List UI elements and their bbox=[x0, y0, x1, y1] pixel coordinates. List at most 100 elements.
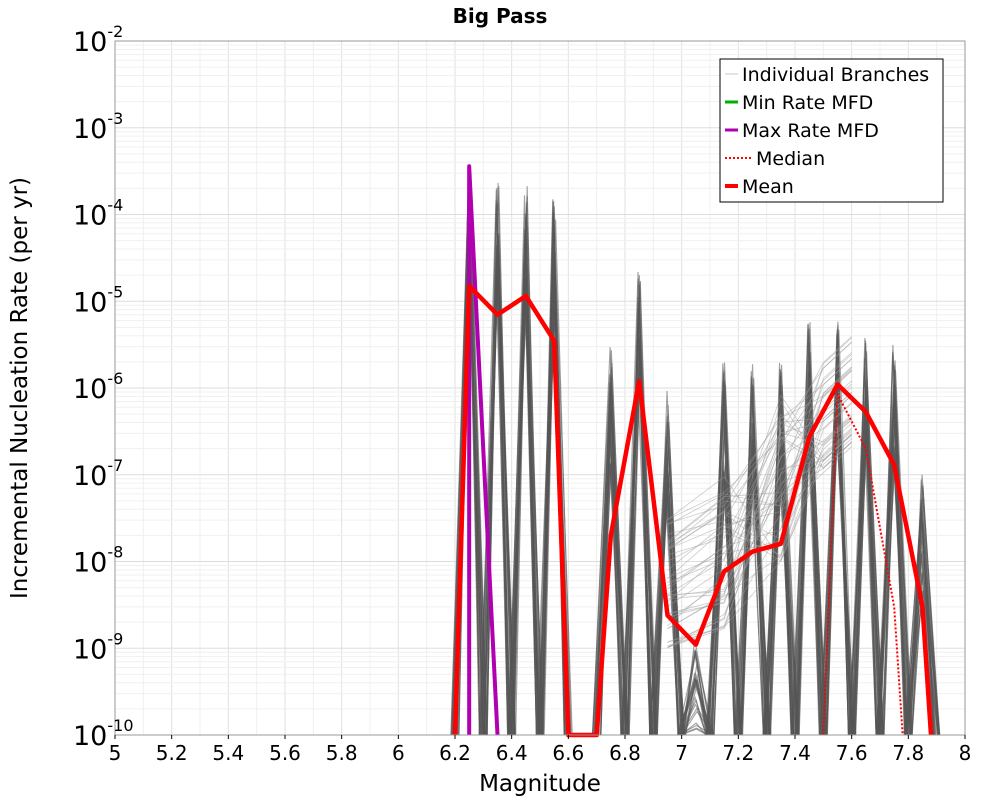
branch-line bbox=[740, 377, 770, 736]
branch-line bbox=[512, 186, 540, 736]
y-tick-exponent: -9 bbox=[107, 629, 123, 648]
branch-line bbox=[877, 402, 908, 736]
plot-frame bbox=[114, 40, 966, 736]
branch-line bbox=[677, 698, 708, 736]
branch-line bbox=[667, 367, 852, 562]
branch-line bbox=[795, 375, 827, 736]
legend: Individual Branches Min Rate MFD Max Rate … bbox=[719, 58, 944, 203]
branch-line bbox=[667, 416, 852, 526]
branch-line bbox=[667, 336, 852, 644]
x-tick-label: 5.6 bbox=[269, 741, 301, 765]
x-tick-label: 6.4 bbox=[496, 741, 528, 765]
branch-line bbox=[794, 401, 825, 736]
y-tick-exponent: -6 bbox=[107, 369, 123, 388]
x-tick-label: 5.8 bbox=[326, 741, 358, 765]
branch-line bbox=[667, 369, 852, 595]
branch-line bbox=[510, 278, 541, 736]
branch-line bbox=[667, 370, 852, 520]
branch-line bbox=[819, 329, 855, 736]
branch-line bbox=[909, 503, 935, 736]
branch-line bbox=[667, 354, 852, 600]
branch-line bbox=[667, 401, 852, 597]
legend-label: Median bbox=[756, 148, 825, 170]
legend-label: Min Rate MFD bbox=[742, 92, 873, 114]
chart-title: Big Pass bbox=[453, 4, 548, 28]
branch-line bbox=[627, 302, 651, 736]
branch-line bbox=[667, 438, 852, 618]
x-tick-label: 5.2 bbox=[156, 741, 188, 765]
legend-box bbox=[719, 58, 944, 203]
branch-line bbox=[667, 429, 852, 596]
branch-line bbox=[769, 448, 792, 736]
y-tick-exponent: -10 bbox=[107, 716, 133, 735]
branch-line bbox=[667, 427, 852, 571]
legend-label: Max Rate MFD bbox=[742, 120, 879, 142]
branch-line bbox=[594, 388, 627, 736]
branch-line bbox=[482, 296, 509, 736]
x-axis-label: Magnitude bbox=[479, 771, 601, 797]
branch-line bbox=[821, 416, 853, 736]
x-tick-label: 7.4 bbox=[779, 741, 811, 765]
branch-line bbox=[621, 281, 657, 736]
branch-line bbox=[765, 369, 799, 736]
y-tick-exponent: -8 bbox=[107, 543, 123, 562]
branch-line bbox=[667, 415, 852, 535]
x-tick-label: 5.4 bbox=[212, 741, 244, 765]
y-tick-exponent: -3 bbox=[107, 109, 123, 128]
y-tick-label: 10-4 bbox=[73, 196, 123, 232]
y-tick-exponent: -7 bbox=[107, 456, 123, 475]
branch-line bbox=[667, 446, 852, 550]
branch-line bbox=[764, 481, 800, 736]
branch-line bbox=[667, 414, 852, 524]
x-tick-label: 6.8 bbox=[609, 741, 641, 765]
y-tick-exponent: -5 bbox=[107, 282, 123, 301]
branch-line bbox=[667, 380, 852, 648]
branch-line bbox=[667, 337, 852, 615]
y-tick-label: 10-7 bbox=[73, 456, 123, 492]
branch-line bbox=[683, 677, 709, 736]
branch-line bbox=[656, 421, 685, 736]
legend-label: Individual Branches bbox=[742, 64, 929, 86]
branch-line bbox=[736, 479, 768, 736]
x-tick-label: 5 bbox=[109, 741, 122, 765]
branch-line bbox=[667, 434, 852, 587]
branch-line bbox=[656, 484, 682, 736]
branch-line bbox=[826, 392, 850, 736]
series-layer bbox=[452, 164, 934, 738]
branch-line bbox=[667, 358, 852, 580]
y-tick-exponent: -4 bbox=[107, 196, 123, 215]
x-tick-label: 6.6 bbox=[552, 741, 584, 765]
branch-line bbox=[539, 211, 572, 736]
legend-label: Mean bbox=[742, 176, 794, 198]
branch-line bbox=[741, 420, 767, 736]
series-max-rate-mfd bbox=[467, 164, 500, 736]
branch-line bbox=[667, 392, 852, 607]
branch-line bbox=[903, 486, 941, 736]
branch-line bbox=[769, 479, 797, 736]
branch-line bbox=[854, 378, 885, 736]
branch-line bbox=[667, 419, 852, 561]
branch-line bbox=[667, 352, 852, 590]
branch-line bbox=[667, 341, 852, 622]
x-tick-label: 7 bbox=[675, 741, 688, 765]
series-mean bbox=[452, 283, 934, 738]
branch-line bbox=[649, 477, 679, 736]
branch-line bbox=[768, 385, 800, 736]
x-tick-label: 6.2 bbox=[439, 741, 471, 765]
branch-line bbox=[667, 418, 852, 556]
branch-line bbox=[707, 472, 736, 736]
branch-line bbox=[907, 511, 940, 736]
x-tick-label: 6 bbox=[392, 741, 405, 765]
branch-line bbox=[677, 676, 712, 736]
branch-line bbox=[667, 394, 852, 584]
branch-line bbox=[667, 441, 852, 602]
branch-line bbox=[543, 219, 572, 736]
x-tick-label: 8 bbox=[959, 741, 972, 765]
x-tick-label: 7.6 bbox=[836, 741, 868, 765]
branch-line bbox=[909, 521, 940, 736]
x-tick-label: 7.8 bbox=[892, 741, 924, 765]
branch-line bbox=[875, 360, 913, 736]
x-tick-label: 7.2 bbox=[722, 741, 754, 765]
y-axis-label: Incremental Nucleation Rate (per yr) bbox=[7, 177, 33, 599]
